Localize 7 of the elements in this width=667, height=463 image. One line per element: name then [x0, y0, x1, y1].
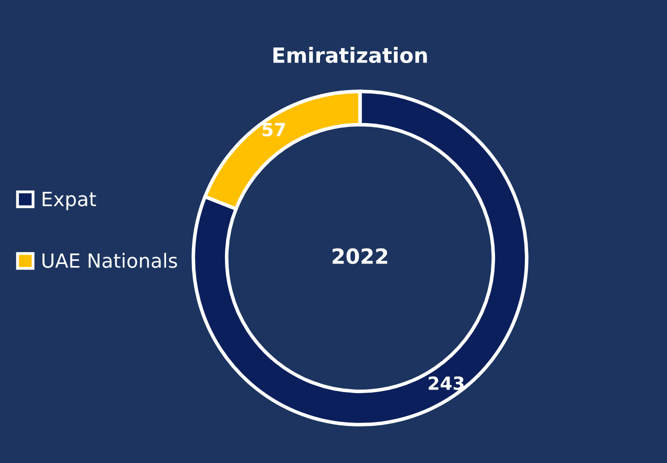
data-label: 243	[428, 376, 464, 390]
legend-label: UAE Nationals	[42, 252, 178, 268]
donut-slice	[192, 90, 528, 426]
data-label: 57	[262, 123, 285, 136]
chart-title: Emiratization	[273, 46, 427, 64]
text: 2022	[332, 248, 388, 264]
legend-label: Expat	[42, 192, 96, 210]
